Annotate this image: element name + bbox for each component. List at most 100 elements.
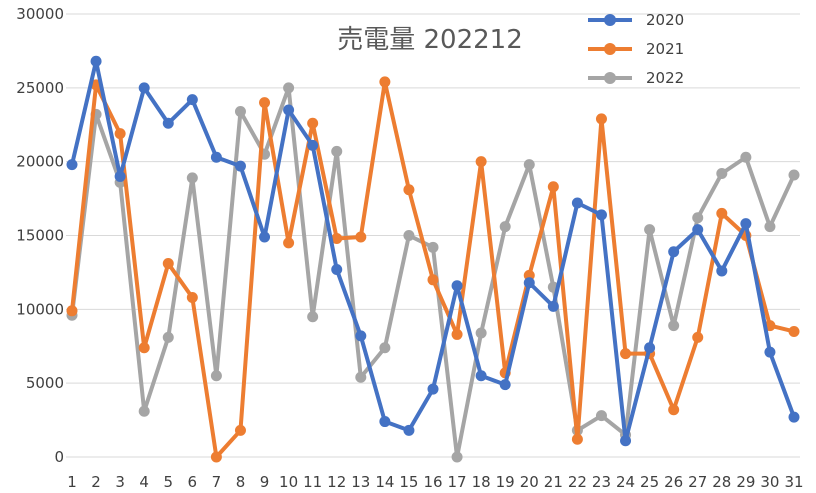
legend-label: 2021: [646, 40, 684, 58]
data-point: [716, 265, 728, 277]
data-point: [162, 331, 174, 343]
data-point: [644, 342, 656, 354]
data-point: [668, 246, 680, 258]
x-tick-label: 2: [91, 473, 101, 491]
data-point: [355, 371, 367, 383]
data-point: [403, 184, 415, 196]
data-point: [66, 159, 78, 171]
data-point: [307, 117, 319, 129]
data-point: [186, 94, 198, 106]
x-tick-label: 14: [375, 473, 394, 491]
data-point: [331, 145, 343, 157]
data-point: [451, 451, 463, 463]
x-tick-label: 8: [236, 473, 246, 491]
legend-marker-icon: [604, 43, 616, 55]
data-point: [499, 221, 511, 233]
data-point: [379, 416, 391, 428]
data-point: [764, 346, 776, 358]
data-point: [740, 218, 752, 230]
data-point: [547, 181, 559, 193]
data-point: [523, 277, 535, 289]
data-point: [668, 404, 680, 416]
data-point: [764, 221, 776, 233]
data-point: [210, 151, 222, 163]
y-tick-label: 25000: [16, 79, 64, 97]
data-point: [114, 128, 126, 140]
x-tick-label: 12: [327, 473, 346, 491]
x-tick-label: 19: [496, 473, 515, 491]
x-tick-label: 16: [423, 473, 442, 491]
x-tick-label: 5: [163, 473, 173, 491]
data-point: [210, 451, 222, 463]
chart-title: 売電量 202212: [337, 25, 523, 55]
data-point: [595, 113, 607, 125]
data-point: [427, 383, 439, 395]
data-point: [547, 300, 559, 312]
data-point: [210, 370, 222, 382]
x-tick-label: 4: [139, 473, 149, 491]
data-point: [283, 82, 295, 94]
x-tick-label: 15: [399, 473, 418, 491]
series-2020: [66, 55, 800, 447]
legend-marker-icon: [604, 72, 616, 84]
data-point: [234, 105, 246, 117]
data-point: [788, 169, 800, 181]
data-point: [138, 82, 150, 94]
data-point: [451, 280, 463, 292]
data-point: [331, 263, 343, 275]
data-point: [716, 167, 728, 179]
data-point: [259, 231, 271, 243]
data-point: [427, 241, 439, 253]
data-point: [692, 224, 704, 236]
x-tick-label: 25: [640, 473, 659, 491]
gridlines: [66, 13, 800, 458]
data-point: [90, 55, 102, 67]
x-tick-label: 13: [351, 473, 370, 491]
data-point: [571, 433, 583, 445]
legend-item: 2021: [588, 40, 684, 58]
data-point: [595, 209, 607, 221]
data-point: [162, 117, 174, 129]
x-tick-label: 10: [279, 473, 298, 491]
data-point: [620, 348, 632, 360]
data-point: [234, 160, 246, 172]
data-point: [66, 305, 78, 317]
data-point: [186, 292, 198, 304]
data-point: [114, 170, 126, 182]
x-tick-label: 24: [616, 473, 635, 491]
x-tick-label: 7: [212, 473, 222, 491]
data-point: [475, 370, 487, 382]
y-tick-label: 15000: [16, 227, 64, 245]
y-tick-label: 5000: [26, 374, 64, 392]
x-tick-label: 20: [520, 473, 539, 491]
x-tick-label: 30: [760, 473, 779, 491]
x-tick-label: 1: [67, 473, 77, 491]
y-tick-label: 20000: [16, 153, 64, 171]
data-point: [307, 139, 319, 151]
data-point: [692, 331, 704, 343]
data-point: [620, 435, 632, 447]
x-tick-label: 31: [784, 473, 803, 491]
data-point: [283, 237, 295, 249]
data-point: [138, 405, 150, 417]
data-point: [499, 379, 511, 391]
series-lines: [66, 55, 800, 463]
x-tick-label: 11: [303, 473, 322, 491]
data-point: [186, 172, 198, 184]
data-point: [644, 224, 656, 236]
data-point: [475, 156, 487, 168]
data-point: [595, 410, 607, 422]
legend-marker-icon: [604, 14, 616, 26]
legend: 2020 2021 2022: [588, 11, 684, 87]
legend-label: 2022: [646, 69, 684, 87]
x-tick-label: 28: [712, 473, 731, 491]
x-tick-label: 3: [115, 473, 125, 491]
series-2021: [66, 76, 800, 463]
data-point: [259, 97, 271, 109]
y-tick-label: 10000: [16, 300, 64, 318]
y-tick-label: 30000: [16, 5, 64, 23]
data-point: [307, 311, 319, 323]
data-point: [234, 424, 246, 436]
